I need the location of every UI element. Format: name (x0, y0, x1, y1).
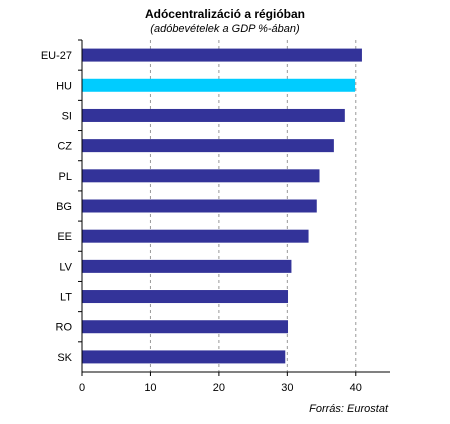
bar-cz (82, 139, 334, 153)
category-label: EE (57, 231, 72, 243)
category-label: BG (56, 201, 72, 213)
bar-lv (82, 259, 292, 273)
category-label: SI (62, 110, 72, 122)
source-note: Forrás: Eurostat (309, 403, 388, 415)
bar-lt (82, 290, 289, 304)
x-tick-label: 20 (213, 382, 225, 394)
bar-ee (82, 229, 309, 243)
category-label: RO (56, 322, 73, 334)
bar-eu-27 (82, 48, 362, 62)
category-label: CZ (57, 141, 72, 153)
x-tick-label: 10 (144, 382, 156, 394)
chart-title: Adócentralizáció a régióban (144, 7, 306, 21)
bars (82, 48, 362, 364)
category-label: SK (57, 352, 72, 364)
bar-hu (82, 78, 356, 92)
tick-labels: 0 10 20 30 40 (79, 382, 362, 394)
grid-lines (149, 40, 357, 372)
bar-sk (82, 350, 286, 364)
category-label: EU-27 (41, 50, 72, 62)
x-tick-label: 30 (281, 382, 293, 394)
chart-subtitle: (adóbevételek a GDP %-ában) (150, 23, 300, 35)
bar-pl (82, 169, 320, 183)
category-labels: EU-27 HU SI CZ PL BG EE LV LT RO SK (41, 50, 73, 364)
category-label: LV (59, 261, 72, 273)
x-tick-label: 40 (350, 382, 362, 394)
category-label: PL (59, 171, 72, 183)
axes (78, 39, 390, 376)
category-label: HU (56, 80, 72, 92)
bar-ro (82, 320, 289, 334)
bar-si (82, 108, 345, 122)
bar-bg (82, 199, 317, 213)
category-label: LT (60, 292, 72, 304)
x-tick-label: 0 (79, 382, 85, 394)
